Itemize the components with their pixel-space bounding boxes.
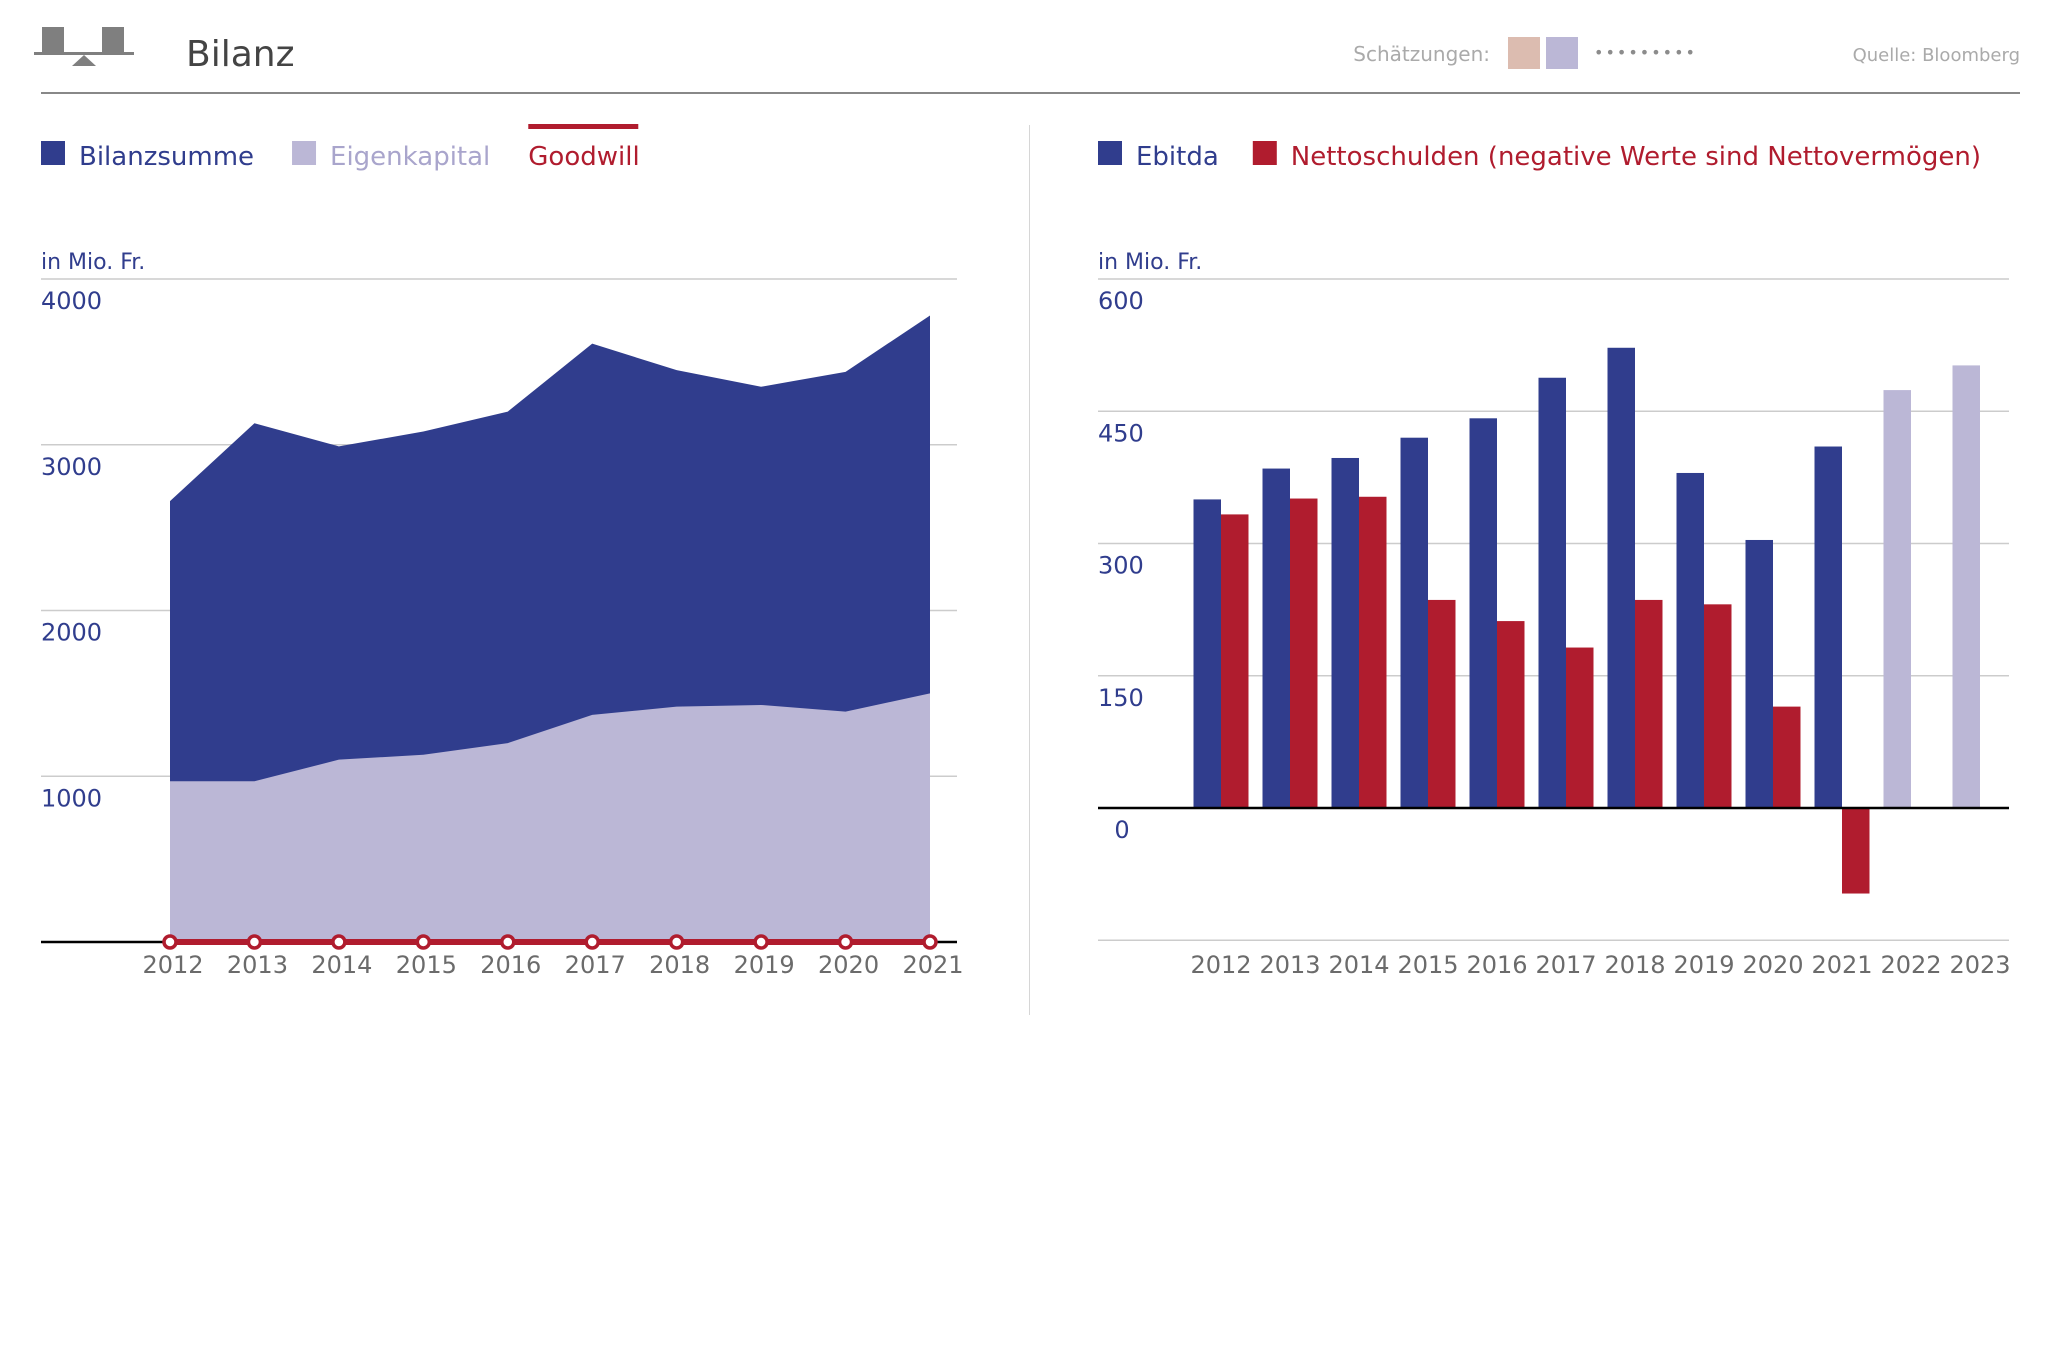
unit-label-left: in Mio. Fr. bbox=[41, 250, 145, 275]
unit-label-right: in Mio. Fr. bbox=[1098, 250, 1202, 275]
x-tick-label: 2020 bbox=[818, 951, 879, 979]
bar-ebitda bbox=[1676, 472, 1704, 808]
bar-ebitda bbox=[1262, 468, 1290, 808]
x-tick-label: 2018 bbox=[1604, 951, 1665, 979]
x-tick-label: 2023 bbox=[1949, 951, 2010, 979]
header-rule bbox=[41, 92, 2020, 94]
goodwill-point bbox=[246, 934, 263, 950]
goodwill-point bbox=[415, 934, 432, 950]
legend-label: Nettoschulden (negative Werte sind Netto… bbox=[1291, 142, 1981, 172]
x-tick-label: 2015 bbox=[1397, 951, 1458, 979]
bar-nettoschulden bbox=[1359, 496, 1387, 808]
x-tick-label: 2014 bbox=[311, 951, 372, 979]
x-tick-label: 2014 bbox=[1328, 951, 1389, 979]
legend-label: Bilanzsumme bbox=[79, 142, 254, 172]
bar-nettoschulden bbox=[1428, 599, 1456, 808]
y-tick-label: 600 bbox=[1098, 287, 1144, 315]
y-tick-label: 2000 bbox=[41, 619, 102, 647]
bar-ebitda bbox=[1814, 446, 1842, 808]
area-eigenkapital bbox=[170, 693, 930, 942]
x-tick-label: 2020 bbox=[1742, 951, 1803, 979]
bar-nettoschulden bbox=[1635, 599, 1663, 808]
estimate-swatch-blue bbox=[1546, 37, 1578, 69]
legend-label: Eigenkapital bbox=[330, 142, 490, 172]
bar-ebitda bbox=[1331, 457, 1359, 808]
bar-nettoschulden bbox=[1704, 604, 1732, 808]
bar-nettoschulden bbox=[1773, 706, 1801, 808]
bar-ebitda bbox=[1883, 390, 1911, 808]
page-title: Bilanz bbox=[186, 34, 294, 75]
legend-right: Ebitda Nettoschulden (negative Werte sind… bbox=[1098, 141, 1981, 172]
x-tick-label: 2021 bbox=[902, 951, 963, 979]
bar-ebitda bbox=[1538, 377, 1566, 808]
x-tick-label: 2019 bbox=[1673, 951, 1734, 979]
legend-label: Ebitda bbox=[1136, 142, 1219, 172]
bar-ebitda bbox=[1745, 539, 1773, 808]
x-tick-label: 2012 bbox=[1190, 951, 1251, 979]
x-tick-label: 2017 bbox=[1535, 951, 1596, 979]
y-tick-label: 3000 bbox=[41, 453, 102, 481]
estimate-swatch-red bbox=[1508, 37, 1540, 69]
legend-swatch bbox=[1252, 141, 1277, 165]
legend-swatch bbox=[292, 141, 317, 165]
y-tick-label: 1000 bbox=[41, 784, 102, 812]
legend-swatch bbox=[1098, 141, 1122, 165]
legend-swatch bbox=[41, 141, 65, 165]
goodwill-point bbox=[584, 934, 600, 950]
bar-nettoschulden bbox=[1497, 621, 1525, 808]
bar-chart-ebitda: 0 150 300 450 600 2012 2013 2014 2015 2016 2017 201… bbox=[1098, 278, 2011, 979]
legend-left: Bilanzsumme Eigenkapital Goodwill bbox=[41, 124, 640, 172]
x-tick-label: 2013 bbox=[227, 951, 288, 979]
goodwill-point bbox=[837, 934, 854, 950]
x-tick-label: 2013 bbox=[1259, 951, 1320, 979]
goodwill-point bbox=[500, 934, 516, 950]
goodwill-point bbox=[922, 934, 938, 950]
logo bbox=[34, 27, 134, 66]
x-tick-label: 2015 bbox=[396, 951, 457, 979]
goodwill-point bbox=[162, 934, 178, 950]
y-tick-label: 450 bbox=[1098, 419, 1144, 447]
x-tick-label: 2018 bbox=[649, 951, 710, 979]
bar-ebitda bbox=[1400, 437, 1428, 808]
x-tick-label: 2016 bbox=[480, 951, 541, 979]
goodwill-point bbox=[753, 934, 769, 950]
y-tick-label: 150 bbox=[1098, 684, 1144, 712]
bar-ebitda bbox=[1952, 365, 1980, 808]
x-tick-label: 2017 bbox=[565, 951, 626, 979]
bar-nettoschulden bbox=[1842, 808, 1870, 894]
goodwill-point bbox=[668, 934, 685, 950]
y-tick-label: 0 bbox=[1114, 816, 1129, 844]
bar-nettoschulden bbox=[1290, 498, 1318, 808]
x-tick-label: 2012 bbox=[142, 951, 203, 979]
estimate-dots-line: ••••••••• bbox=[1594, 43, 1697, 62]
x-tick-label: 2021 bbox=[1811, 951, 1872, 979]
source-note: Quelle: Bloomberg bbox=[1853, 45, 2020, 66]
legend-line-goodwill bbox=[528, 124, 639, 129]
y-tick-label: 4000 bbox=[41, 287, 102, 315]
bar-nettoschulden bbox=[1566, 647, 1594, 808]
bar-ebitda bbox=[1193, 499, 1221, 808]
x-tick-label: 2016 bbox=[1466, 951, 1527, 979]
estimates-label: Schätzungen: bbox=[1353, 42, 1490, 66]
x-tick-label: 2019 bbox=[734, 951, 795, 979]
goodwill-point bbox=[331, 934, 347, 950]
legend-label: Goodwill bbox=[528, 142, 639, 172]
balance-scale-icon bbox=[34, 27, 134, 66]
bar-ebitda bbox=[1469, 418, 1497, 808]
bar-nettoschulden bbox=[1221, 514, 1249, 808]
x-tick-label: 2022 bbox=[1880, 951, 1941, 979]
panel-divider bbox=[1029, 125, 1030, 1015]
y-tick-label: 300 bbox=[1098, 552, 1144, 580]
area-chart-bilanz: 1000 2000 3000 4000 2012 2013 2014 2015 2016 2017… bbox=[41, 278, 964, 979]
bar-ebitda bbox=[1607, 347, 1635, 808]
